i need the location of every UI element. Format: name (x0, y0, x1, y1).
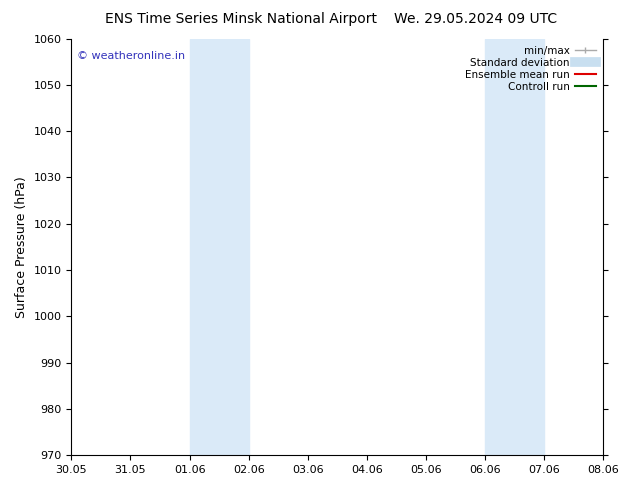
Y-axis label: Surface Pressure (hPa): Surface Pressure (hPa) (15, 176, 28, 318)
Bar (515, 39, 544, 455)
Text: We. 29.05.2024 09 UTC: We. 29.05.2024 09 UTC (394, 12, 557, 26)
Text: ENS Time Series Minsk National Airport: ENS Time Series Minsk National Airport (105, 12, 377, 26)
Bar (485, 39, 515, 455)
Legend: min/max, Standard deviation, Ensemble mean run, Controll run: min/max, Standard deviation, Ensemble me… (461, 42, 600, 97)
Text: © weatheronline.in: © weatheronline.in (77, 51, 185, 61)
Bar (190, 39, 249, 455)
Title: ENS Time Series Minsk National Airport      We. 29.05.2024 09 UTC: ENS Time Series Minsk National Airport W… (0, 489, 1, 490)
